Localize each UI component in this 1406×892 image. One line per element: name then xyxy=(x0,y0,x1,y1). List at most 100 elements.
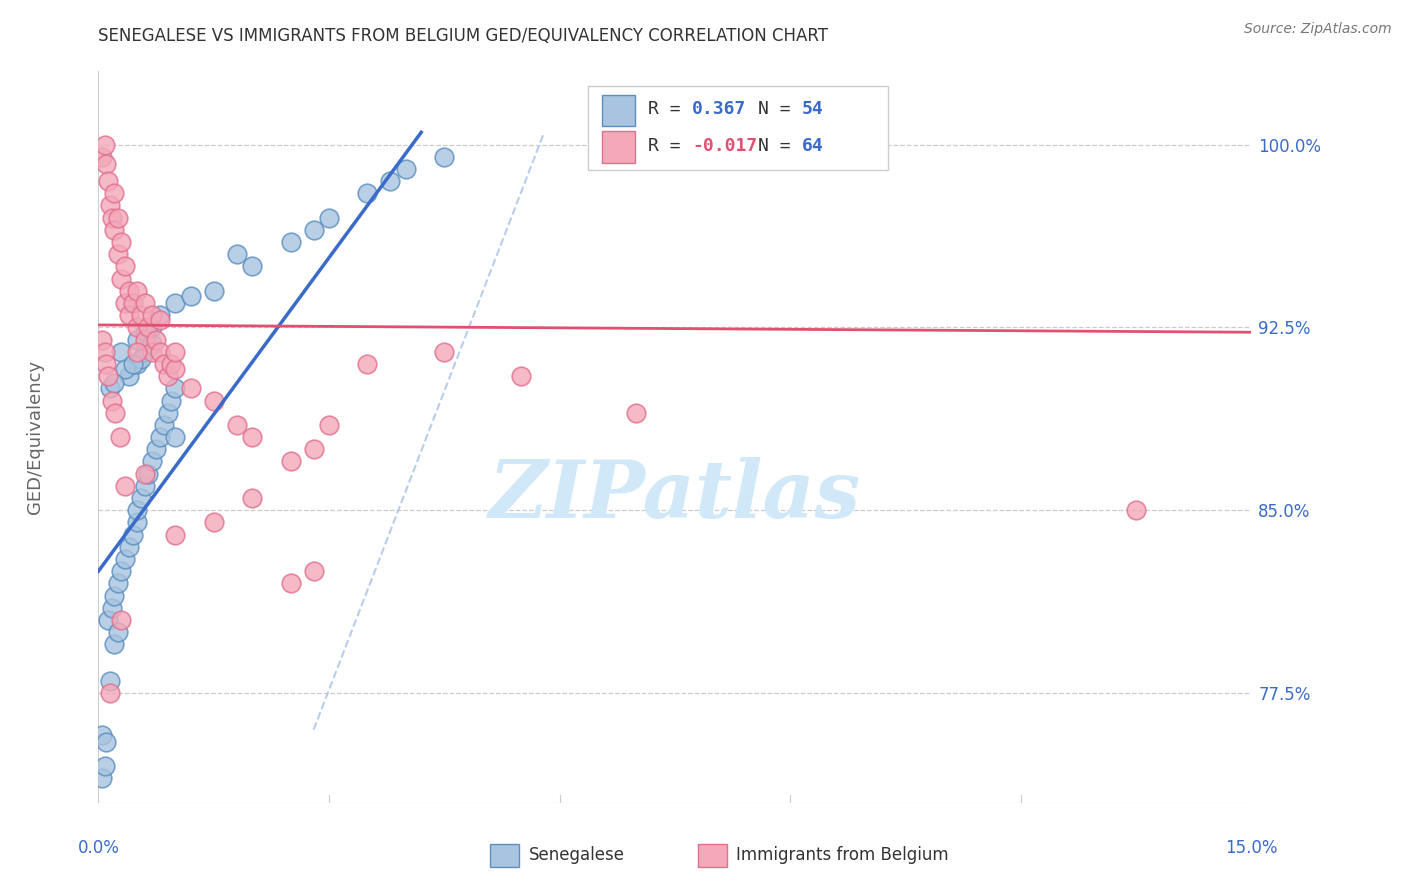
Text: Senegalese: Senegalese xyxy=(529,847,624,864)
Point xyxy=(156,369,179,384)
Point xyxy=(93,344,115,359)
FancyBboxPatch shape xyxy=(588,86,889,170)
Point xyxy=(114,552,136,566)
Point xyxy=(152,417,174,432)
Point xyxy=(118,369,141,384)
Point xyxy=(98,686,121,700)
Point xyxy=(165,527,187,541)
Point xyxy=(118,308,141,322)
Point xyxy=(160,357,183,371)
Point xyxy=(103,637,125,651)
Point xyxy=(98,673,121,688)
Point xyxy=(202,284,225,298)
Point xyxy=(122,296,145,310)
Point xyxy=(510,369,533,384)
Point xyxy=(110,613,132,627)
Point xyxy=(134,296,156,310)
Text: -0.017: -0.017 xyxy=(692,137,758,155)
Point xyxy=(280,235,302,249)
Point xyxy=(97,613,120,627)
Point xyxy=(380,174,402,188)
Point xyxy=(104,406,127,420)
Point xyxy=(98,381,121,395)
Point xyxy=(149,344,172,359)
Point xyxy=(114,479,136,493)
Point xyxy=(110,235,132,249)
Point xyxy=(134,333,156,347)
Point xyxy=(156,406,179,420)
Point xyxy=(302,564,325,578)
Point xyxy=(103,589,125,603)
Point xyxy=(134,325,156,339)
Text: R =: R = xyxy=(648,101,692,119)
Point xyxy=(160,393,183,408)
Bar xyxy=(697,844,727,867)
Point xyxy=(103,376,125,391)
Point xyxy=(101,393,124,408)
Point xyxy=(114,361,136,376)
Point xyxy=(240,491,263,505)
Point xyxy=(318,417,340,432)
Point xyxy=(141,454,163,468)
Point xyxy=(107,625,129,640)
Point xyxy=(103,223,125,237)
Text: Source: ZipAtlas.com: Source: ZipAtlas.com xyxy=(1244,22,1392,37)
Point xyxy=(433,344,456,359)
Point xyxy=(240,430,263,444)
Point xyxy=(107,211,129,225)
Point xyxy=(152,357,174,371)
Point xyxy=(302,223,325,237)
Point xyxy=(225,247,247,261)
Point xyxy=(165,430,187,444)
Point xyxy=(356,357,378,371)
Point xyxy=(149,313,172,327)
Point xyxy=(125,320,148,334)
Point xyxy=(145,333,167,347)
Point xyxy=(97,174,120,188)
Point xyxy=(118,284,141,298)
Point xyxy=(114,260,136,274)
Point xyxy=(125,516,148,530)
Point xyxy=(101,211,124,225)
Text: N =: N = xyxy=(758,101,801,119)
Point xyxy=(180,381,202,395)
Point xyxy=(395,161,418,176)
Text: SENEGALESE VS IMMIGRANTS FROM BELGIUM GED/EQUIVALENCY CORRELATION CHART: SENEGALESE VS IMMIGRANTS FROM BELGIUM GE… xyxy=(98,27,828,45)
Point xyxy=(149,308,172,322)
Text: 15.0%: 15.0% xyxy=(1225,839,1278,857)
Point xyxy=(98,198,121,212)
Text: 64: 64 xyxy=(801,137,824,155)
Point xyxy=(626,406,648,420)
Point xyxy=(101,600,124,615)
Point xyxy=(180,288,202,302)
Point xyxy=(91,727,114,741)
Point xyxy=(240,260,263,274)
Point xyxy=(280,454,302,468)
Point xyxy=(302,442,325,457)
Point xyxy=(356,186,378,201)
Point xyxy=(141,337,163,351)
Point xyxy=(141,320,163,334)
Point xyxy=(125,284,148,298)
Point xyxy=(93,759,115,773)
Point xyxy=(202,393,225,408)
Point xyxy=(103,186,125,201)
Point xyxy=(1125,503,1147,517)
Text: GED/Equivalency: GED/Equivalency xyxy=(25,360,44,514)
Point xyxy=(122,357,145,371)
Point xyxy=(114,296,136,310)
Point xyxy=(125,357,148,371)
Point xyxy=(165,296,187,310)
Point xyxy=(110,271,132,285)
Point xyxy=(165,344,187,359)
Text: N =: N = xyxy=(758,137,801,155)
Point xyxy=(107,247,129,261)
Point xyxy=(145,442,167,457)
Point xyxy=(118,540,141,554)
Point xyxy=(125,503,148,517)
Text: 0.0%: 0.0% xyxy=(77,839,120,857)
Point xyxy=(94,735,117,749)
Point xyxy=(108,430,131,444)
Point xyxy=(122,527,145,541)
Point xyxy=(225,417,247,432)
